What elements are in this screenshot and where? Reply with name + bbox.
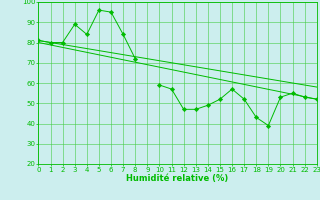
X-axis label: Humidité relative (%): Humidité relative (%) — [126, 174, 229, 183]
